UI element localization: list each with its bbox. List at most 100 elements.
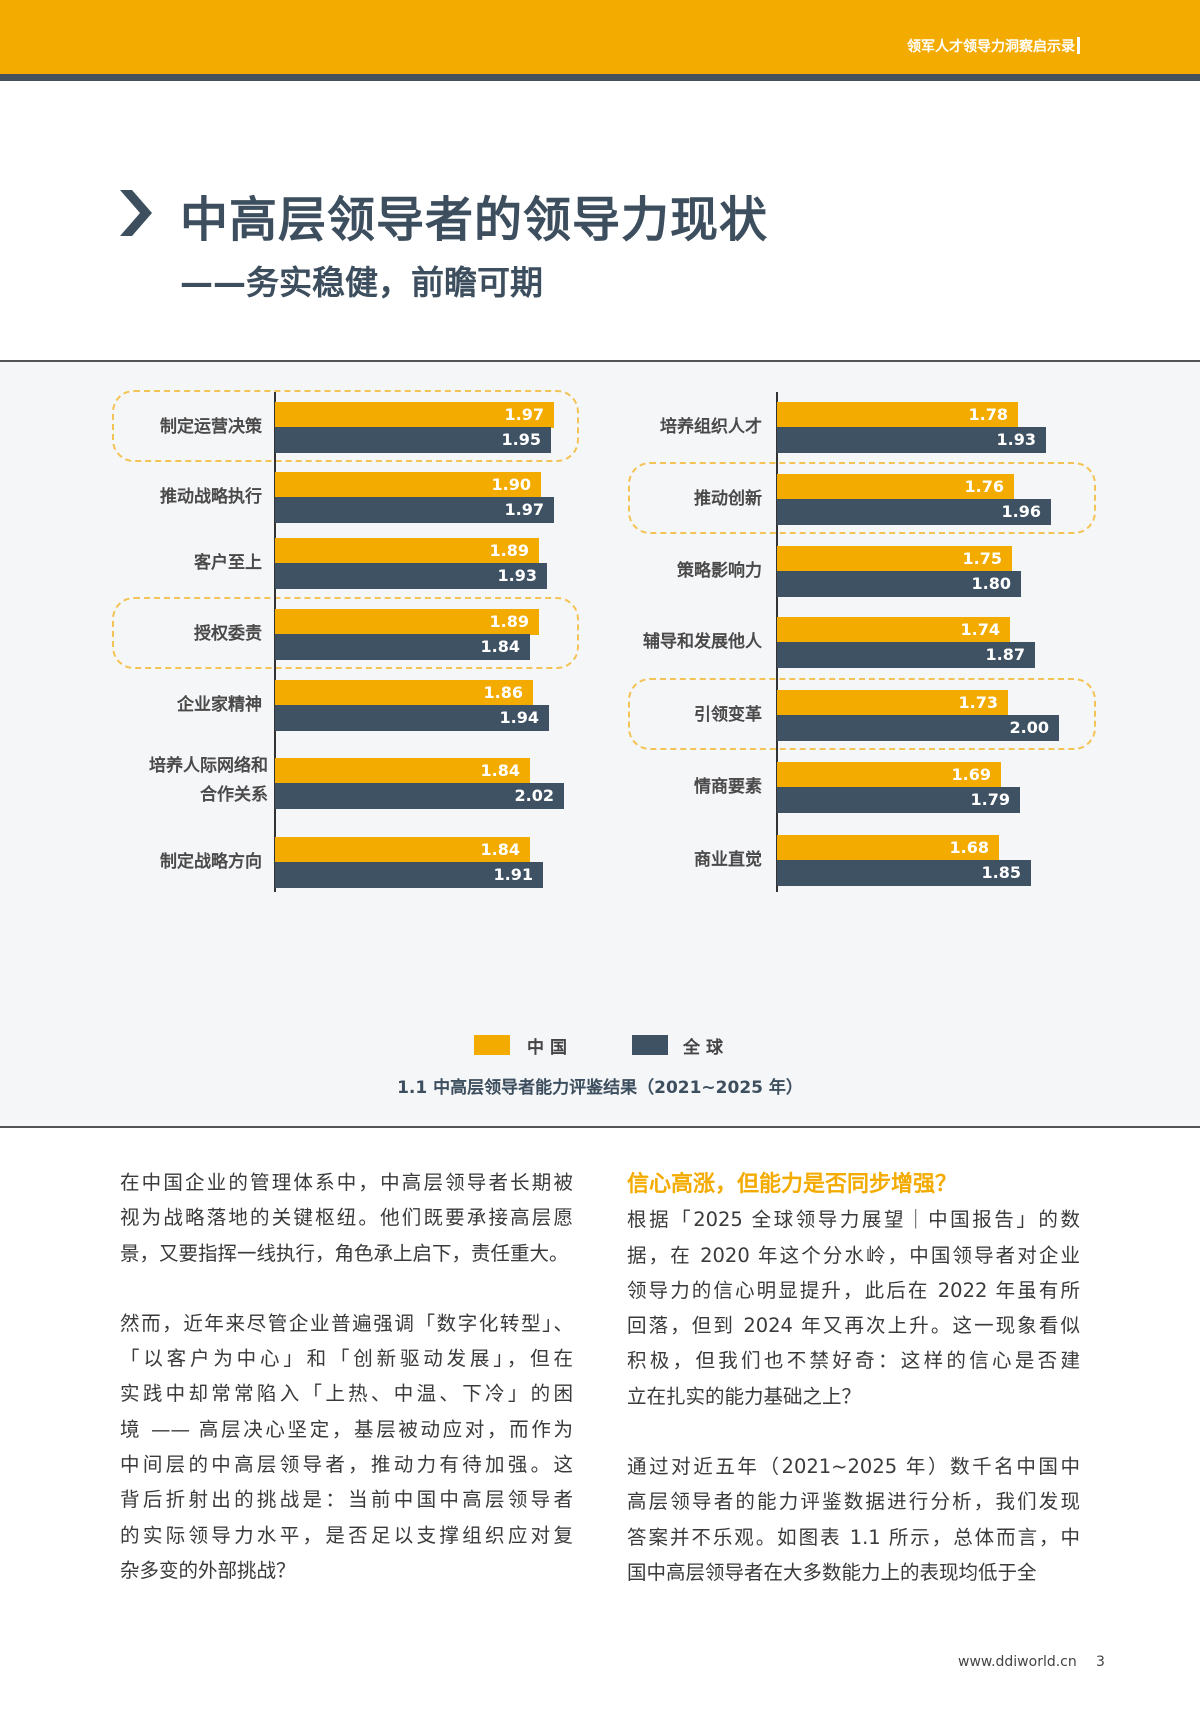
data-label: 1.97 (504, 500, 544, 519)
bar-china: 1.86 (275, 680, 533, 706)
data-label: 2.00 (1009, 718, 1049, 737)
data-label: 1.97 (504, 405, 544, 424)
page-title: 中高层领导者的领导力现状 (180, 192, 769, 248)
text-line: 境 —— 高层决心坚定，基层被动应对，而作为 (120, 1417, 573, 1441)
paragraph: 通过对近五年（2021~2025 年）数千名中国中 高层领导者的能力评鉴数据进行分… (627, 1449, 1080, 1590)
category-label: 商业直觉 (694, 846, 762, 875)
category-label-line: 策略影响力 (677, 560, 762, 581)
data-label: 1.87 (985, 645, 1025, 664)
category-label: 授权委责 (194, 620, 262, 649)
section-heading: 信心高涨，但能力是否同步增强？ (627, 1172, 958, 1197)
category-label-line: 情商要素 (694, 776, 762, 797)
category-label-line: 客户至上 (194, 552, 262, 573)
category-label: 策略影响力 (677, 557, 762, 586)
text-line: 回落，但到 2024 年又再次上升。这一现象看似 (627, 1314, 1080, 1338)
data-label: 1.84 (480, 637, 520, 656)
running-title: 领军人才领导力洞察启示录 (907, 39, 1075, 55)
text-line: 景，又要指挥一线执行，角色承上启下，责任重大。 (120, 1241, 569, 1265)
paragraph: 在中国企业的管理体系中，中高层领导者长期被 视为战略落地的关键枢纽。他们既要承接高… (120, 1165, 573, 1271)
category-label-line: 培养组织人才 (660, 416, 762, 437)
data-label: 1.75 (962, 549, 1002, 568)
category-label: 推动创新 (694, 485, 762, 514)
data-label: 1.91 (493, 865, 533, 884)
data-label: 1.96 (1001, 502, 1041, 521)
bar-global: 1.84 (275, 634, 530, 660)
footer-page-number: 3 (1096, 1654, 1105, 1670)
highlight-box (628, 462, 1096, 534)
bar-global: 1.85 (777, 860, 1031, 886)
bar-global: 1.93 (275, 563, 547, 589)
legend-label-global: 全球 (683, 1038, 729, 1058)
highlight-box (112, 597, 579, 669)
category-label-line: 引领变革 (694, 704, 762, 725)
text-line: 根据「2025 全球领导力展望｜中国报告」的数 (627, 1208, 1080, 1232)
category-label: 引领变革 (694, 701, 762, 730)
text-line: 的实际领导力水平，是否足以支撑组织应对复 (120, 1523, 573, 1547)
category-label: 培养人际网络和 合作关系 (149, 752, 268, 810)
category-label: 客户至上 (194, 549, 262, 578)
text-line: 高层领导者的能力评鉴数据进行分析，我们发现 (627, 1490, 1080, 1514)
data-label: 1.89 (489, 612, 529, 631)
data-label: 1.79 (970, 790, 1010, 809)
bar-global: 2.00 (777, 715, 1059, 741)
category-label-line: 合作关系 (200, 785, 268, 805)
bar-china: 1.89 (275, 609, 539, 635)
text-line: 中间层的中高层领导者，推动力有待加强。这 (120, 1453, 573, 1477)
data-label: 1.84 (480, 761, 520, 780)
legend-label-china: 中国 (527, 1038, 573, 1058)
text-line: 答案并不乐观。如图表 1.1 所示，总体而言，中 (627, 1525, 1080, 1549)
category-label-line: 授权委责 (194, 623, 262, 644)
text-line: 然而，近年来尽管企业普遍强调「数字化转型」、 (120, 1311, 573, 1335)
data-label: 2.02 (514, 786, 554, 805)
category-label-line: 推动战略执行 (160, 486, 262, 507)
data-label: 1.74 (960, 620, 1000, 639)
category-label: 情商要素 (694, 773, 762, 802)
text-line: 国中高层领导者在大多数能力上的表现均低于全 (627, 1560, 1037, 1584)
text-line: 领导力的信心明显提升，此后在 2022 年虽有所 (627, 1278, 1080, 1302)
body-left-column: 在中国企业的管理体系中，中高层领导者长期被 视为战略落地的关键枢纽。他们既要承接高… (120, 1165, 573, 1588)
data-label: 1.93 (996, 430, 1036, 449)
bar-china: 1.69 (777, 762, 1001, 788)
bar-china: 1.78 (777, 402, 1018, 428)
header-divider (1077, 37, 1080, 54)
bar-global: 1.87 (777, 642, 1035, 668)
bar-china: 1.84 (275, 837, 530, 863)
bar-global: 1.80 (777, 571, 1021, 597)
data-label: 1.80 (971, 574, 1011, 593)
category-label-line: 商业直觉 (694, 849, 762, 870)
data-label: 1.84 (480, 840, 520, 859)
data-label: 1.89 (489, 541, 529, 560)
legend-swatch-china (474, 1035, 510, 1055)
bar-china: 1.74 (777, 617, 1010, 643)
bar-global: 1.96 (777, 499, 1051, 525)
text-line: 据，在 2020 年这个分水岭，中国领导者对企业 (627, 1243, 1080, 1267)
category-label: 辅导和发展他人 (643, 628, 762, 657)
header-stripe (0, 74, 1200, 81)
data-label: 1.95 (501, 430, 541, 449)
text-line: 背后折射出的挑战是：当前中国中高层领导者 (120, 1488, 573, 1512)
text-line: 立在扎实的能力基础之上？ (627, 1384, 862, 1408)
chart-caption: 1.1 中高层领导者能力评鉴结果（2021~2025 年） (397, 1078, 803, 1098)
category-label: 推动战略执行 (160, 483, 262, 512)
chevron-right-icon (120, 190, 152, 236)
category-label-line: 辅导和发展他人 (643, 631, 762, 652)
bar-china: 1.73 (777, 690, 1008, 716)
category-label-line: 制定运营决策 (160, 416, 262, 437)
paragraph: 根据「2025 全球领导力展望｜中国报告」的数 据，在 2020 年这个分水岭，中… (627, 1202, 1080, 1414)
bar-global: 1.79 (777, 787, 1020, 813)
bar-global: 1.97 (275, 497, 554, 523)
bar-china: 1.75 (777, 546, 1012, 572)
paragraph-gap (120, 1271, 573, 1306)
data-label: 1.85 (981, 863, 1021, 882)
data-label: 1.93 (497, 566, 537, 585)
data-label: 1.90 (491, 475, 531, 494)
text-line: 在中国企业的管理体系中，中高层领导者长期被 (120, 1171, 573, 1194)
bar-global: 1.91 (275, 862, 543, 888)
highlight-box (628, 678, 1096, 750)
body-right-column: 信心高涨，但能力是否同步增强？ 根据「2025 全球领导力展望｜中国报告」的数据… (627, 1167, 1080, 1590)
data-label: 1.76 (964, 477, 1004, 496)
text-line: 实践中却常常陷入「上热、中温、下冷」的困 (120, 1382, 573, 1406)
category-label-line: 企业家精神 (177, 694, 262, 715)
data-label: 1.78 (968, 405, 1008, 424)
category-label: 制定运营决策 (160, 413, 262, 442)
